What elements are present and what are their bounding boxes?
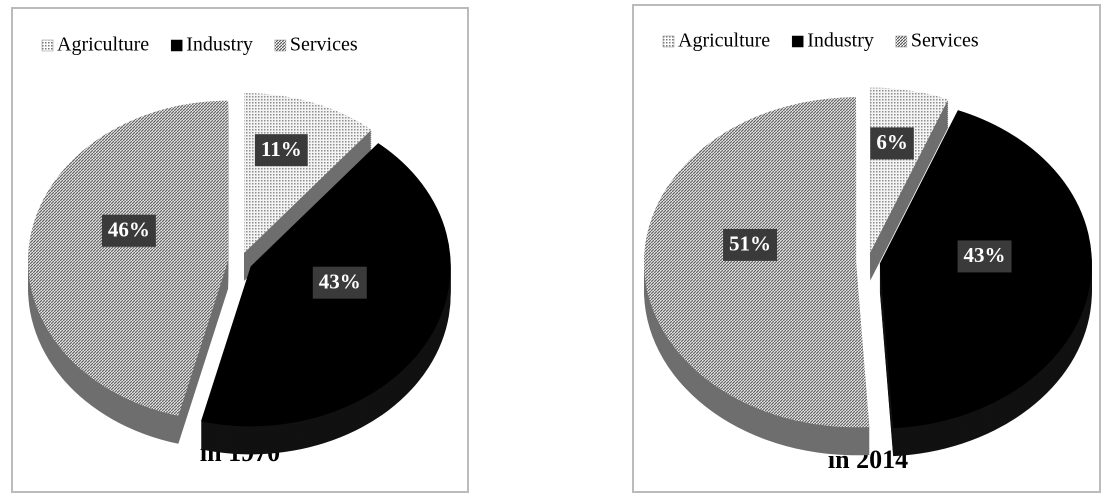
legend-swatch (895, 35, 908, 48)
slice-texture (244, 92, 372, 253)
pie (644, 87, 1092, 457)
legend-swatch (170, 39, 183, 52)
data-label: 43% (964, 243, 1006, 267)
legend-swatch (662, 35, 675, 48)
legend-label: Agriculture (678, 30, 770, 52)
legend-swatch (791, 35, 804, 48)
data-label: 11% (261, 137, 302, 161)
pie (28, 92, 451, 455)
data-label-box (870, 127, 914, 160)
slice-texture (644, 97, 870, 428)
legend-label: Services (911, 30, 979, 52)
legend-label: Services (290, 34, 358, 56)
data-label-box (254, 134, 308, 167)
data-label-box (957, 240, 1012, 273)
slice-texture (28, 100, 229, 416)
data-label-box (723, 228, 778, 261)
legend-label: Industry (807, 30, 874, 52)
data-label-box (101, 214, 156, 247)
data-label: 51% (729, 232, 771, 256)
data-label: 46% (108, 218, 150, 242)
legend-label: Industry (186, 34, 253, 56)
data-label-box (312, 266, 367, 299)
legend-swatch (41, 39, 54, 52)
data-label: 6% (876, 130, 908, 154)
legend-label: Agriculture (57, 34, 149, 56)
legend-swatch (274, 39, 287, 52)
data-label: 43% (319, 269, 361, 293)
